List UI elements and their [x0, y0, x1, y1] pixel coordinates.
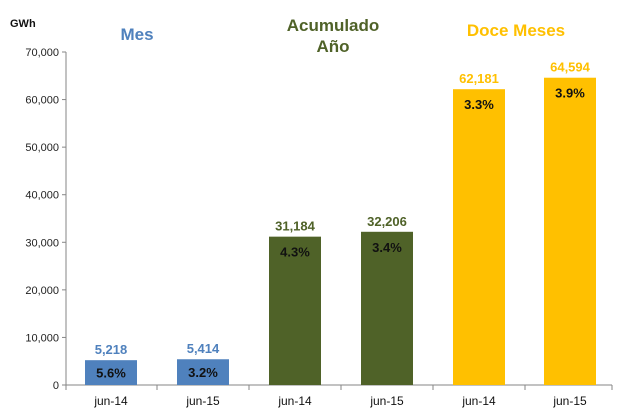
y-tick-label: 30,000: [25, 237, 59, 249]
group-title: Mes: [120, 25, 153, 44]
bar-growth-label: 5.6%: [96, 366, 126, 381]
x-tick-label: jun-15: [369, 394, 404, 408]
bar: [85, 360, 137, 385]
bar-value-label: 5,414: [187, 341, 220, 356]
bar: [269, 236, 321, 385]
y-axis-unit-label: GWh: [10, 18, 36, 30]
bar: [453, 89, 505, 385]
x-tick-label: jun-15: [185, 394, 220, 408]
x-tick-label: jun-14: [461, 394, 496, 408]
y-tick-label: 50,000: [25, 142, 59, 154]
bar-value-label: 5,218: [95, 342, 128, 357]
y-tick-label: 60,000: [25, 95, 59, 107]
bar: [177, 359, 229, 385]
bar-growth-label: 3.9%: [555, 86, 585, 101]
bar: [361, 231, 413, 385]
x-tick-label: jun-14: [93, 394, 128, 408]
group-title: Año: [316, 37, 349, 56]
bar: [544, 77, 596, 386]
bar-value-label: 31,184: [275, 219, 316, 234]
y-tick-label: 40,000: [25, 190, 59, 202]
bar-growth-label: 3.3%: [464, 97, 494, 112]
bar-growth-label: 4.3%: [280, 245, 310, 260]
bar-value-label: 32,206: [367, 214, 407, 229]
bar-value-label: 62,181: [459, 71, 499, 86]
group-title: Acumulado: [287, 16, 380, 35]
bar-growth-label: 3.2%: [188, 365, 218, 380]
y-tick-label: 70,000: [25, 47, 59, 59]
bar-growth-label: 3.4%: [372, 240, 402, 255]
bar-value-label: 64,594: [550, 60, 591, 75]
y-tick-label: 10,000: [25, 332, 59, 344]
x-tick-label: jun-14: [277, 394, 312, 408]
y-tick-label: 20,000: [25, 285, 59, 297]
x-tick-label: jun-15: [552, 394, 587, 408]
group-title: Doce Meses: [467, 21, 565, 40]
y-tick-label: 0: [53, 380, 59, 392]
